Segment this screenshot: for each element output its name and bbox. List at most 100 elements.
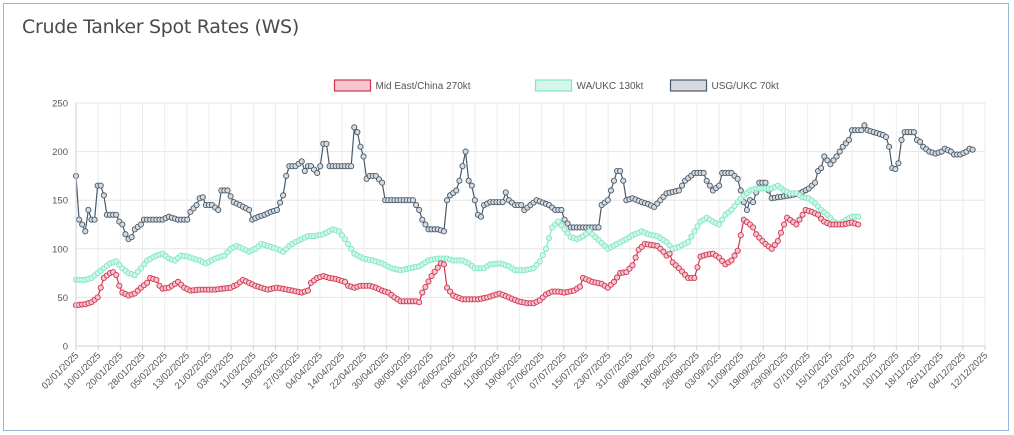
y-tick-label: 150: [52, 196, 68, 207]
data-point: [821, 153, 828, 160]
data-point: [620, 177, 627, 184]
data-point: [607, 187, 614, 194]
data-point: [338, 232, 345, 239]
legend-swatch: [333, 79, 372, 92]
data-point: [886, 143, 893, 150]
data-point: [224, 187, 231, 194]
data-point: [660, 248, 667, 255]
data-point: [317, 163, 324, 170]
data-point: [323, 140, 330, 147]
data-point: [617, 167, 624, 175]
data-point: [360, 153, 367, 160]
data-point: [561, 226, 568, 233]
data-point: [431, 268, 438, 275]
data-point: [604, 197, 611, 204]
data-point: [734, 175, 741, 182]
data-point: [675, 187, 682, 194]
data-point: [895, 160, 902, 167]
data-point: [750, 199, 757, 206]
data-point: [716, 221, 723, 228]
data-point: [79, 221, 86, 228]
data-point: [824, 157, 831, 164]
data-point: [119, 221, 126, 228]
data-point: [542, 245, 550, 252]
data-point: [719, 216, 726, 223]
data-point: [883, 133, 890, 141]
legend[interactable]: Mid East/China 270kt WA/UKC 130kt USG/UKC …: [333, 79, 779, 92]
data-point: [595, 224, 602, 231]
data-point: [227, 193, 234, 200]
data-point: [666, 250, 673, 257]
y-tick-label: 0: [63, 342, 68, 353]
data-point: [610, 278, 618, 285]
data-point: [737, 187, 744, 194]
data-point: [536, 258, 543, 265]
data-point: [419, 216, 426, 223]
data-point: [97, 182, 104, 189]
data-point: [379, 179, 386, 186]
data-point: [298, 158, 305, 165]
data-point: [440, 261, 447, 268]
data-point: [94, 294, 101, 301]
data-point: [425, 278, 432, 285]
data-point: [910, 129, 917, 136]
data-point: [499, 199, 506, 206]
data-point: [345, 240, 352, 247]
data-point: [304, 287, 311, 294]
data-point: [184, 216, 191, 223]
data-point: [413, 202, 420, 209]
data-point: [564, 220, 571, 227]
data-point: [502, 189, 509, 196]
data-point: [140, 261, 148, 268]
data-point: [855, 213, 862, 220]
data-point: [91, 216, 98, 223]
data-point: [814, 211, 822, 218]
legend-item[interactable]: Mid East/China 270kt: [333, 79, 471, 92]
data-point: [113, 211, 120, 218]
data-point: [428, 272, 435, 280]
data-point: [731, 202, 738, 210]
data-point: [861, 122, 868, 129]
data-point: [85, 206, 92, 213]
data-point: [771, 241, 778, 248]
data-point: [768, 245, 775, 252]
data-point: [731, 252, 738, 259]
legend-item[interactable]: WA/UKC 130kt: [534, 79, 644, 92]
data-point: [546, 235, 553, 242]
data-point: [465, 177, 472, 184]
data-point: [354, 129, 361, 136]
page-title: Crude Tanker Spot Rates (WS): [22, 16, 299, 38]
data-point: [314, 169, 321, 177]
data-point: [246, 206, 253, 213]
data-point: [564, 230, 571, 237]
data-point: [691, 228, 698, 235]
data-point: [969, 146, 976, 153]
data-point: [440, 228, 447, 235]
data-point: [462, 148, 469, 155]
data-point: [539, 252, 546, 259]
data-point: [694, 264, 701, 271]
data-point: [632, 254, 639, 261]
data-point: [558, 206, 565, 213]
data-point: [774, 237, 781, 245]
data-point: [716, 182, 723, 189]
data-point: [409, 197, 417, 204]
data-point: [793, 221, 800, 228]
data-point: [561, 216, 568, 223]
data-point: [703, 177, 710, 184]
data-point: [280, 192, 287, 199]
data-point: [416, 206, 423, 213]
data-point: [341, 236, 349, 243]
legend-item[interactable]: USG/UKC 70kt: [669, 79, 779, 92]
data-point: [799, 211, 806, 218]
data-point: [453, 187, 460, 194]
data-point: [845, 136, 853, 143]
data-point: [576, 283, 584, 290]
data-point: [273, 206, 281, 213]
data-point: [743, 206, 750, 213]
legend-label: WA/UKC 130kt: [577, 81, 644, 92]
data-point: [100, 192, 107, 199]
legend-label: USG/UKC 70kt: [712, 81, 779, 92]
data-point: [113, 271, 120, 279]
